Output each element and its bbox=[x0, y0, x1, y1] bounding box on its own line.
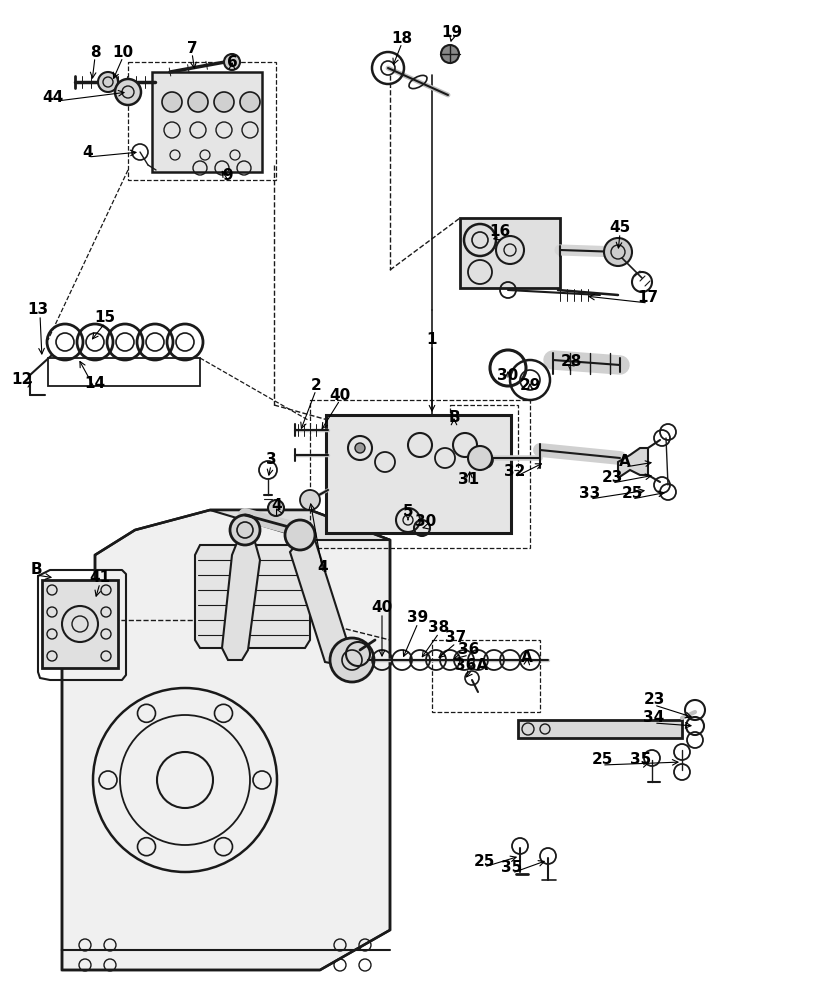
Text: 3: 3 bbox=[265, 452, 276, 468]
Polygon shape bbox=[222, 535, 260, 660]
Text: 8: 8 bbox=[89, 45, 100, 60]
Polygon shape bbox=[42, 580, 118, 668]
Circle shape bbox=[300, 490, 319, 510]
Text: 32: 32 bbox=[504, 464, 525, 480]
Text: 40: 40 bbox=[329, 387, 351, 402]
Text: 23: 23 bbox=[643, 692, 664, 708]
Polygon shape bbox=[290, 540, 350, 665]
Text: 25: 25 bbox=[590, 752, 612, 768]
Text: 30: 30 bbox=[497, 367, 518, 382]
Text: 35: 35 bbox=[500, 860, 522, 876]
Text: 38: 38 bbox=[428, 620, 449, 636]
Text: 18: 18 bbox=[391, 31, 412, 46]
Text: 6: 6 bbox=[226, 55, 237, 70]
Circle shape bbox=[115, 79, 141, 105]
Polygon shape bbox=[518, 720, 681, 738]
Text: 12: 12 bbox=[11, 372, 33, 387]
Bar bbox=[326, 415, 510, 533]
Text: 25: 25 bbox=[473, 854, 494, 869]
Text: A: A bbox=[618, 454, 630, 470]
Circle shape bbox=[188, 92, 208, 112]
Bar bbox=[152, 72, 262, 172]
Polygon shape bbox=[618, 448, 647, 478]
Text: 37: 37 bbox=[445, 631, 466, 646]
Text: 19: 19 bbox=[441, 25, 462, 40]
Circle shape bbox=[355, 443, 364, 453]
Text: 4: 4 bbox=[317, 560, 328, 576]
Text: 36: 36 bbox=[458, 643, 479, 658]
Text: 34: 34 bbox=[643, 710, 664, 726]
Bar bbox=[459, 218, 559, 288]
Text: 25: 25 bbox=[621, 487, 642, 502]
Circle shape bbox=[98, 72, 118, 92]
Bar bbox=[48, 358, 200, 386]
Text: 45: 45 bbox=[609, 221, 630, 235]
Text: 5: 5 bbox=[402, 504, 413, 520]
Text: 2: 2 bbox=[310, 377, 321, 392]
Text: 30: 30 bbox=[415, 514, 436, 530]
Text: 23: 23 bbox=[600, 471, 622, 486]
Circle shape bbox=[240, 92, 260, 112]
Text: 36A: 36A bbox=[455, 658, 488, 672]
Text: 15: 15 bbox=[94, 310, 115, 326]
Text: B: B bbox=[448, 410, 459, 426]
Text: 17: 17 bbox=[636, 290, 658, 306]
Circle shape bbox=[329, 638, 373, 682]
Polygon shape bbox=[195, 545, 310, 648]
Polygon shape bbox=[210, 510, 390, 540]
Bar bbox=[128, 62, 276, 180]
Circle shape bbox=[468, 446, 491, 470]
Polygon shape bbox=[62, 510, 390, 970]
Text: 9: 9 bbox=[223, 168, 233, 183]
Text: 4: 4 bbox=[271, 497, 282, 512]
Text: A: A bbox=[521, 650, 532, 666]
Text: 13: 13 bbox=[27, 302, 48, 318]
Text: 1: 1 bbox=[426, 332, 437, 348]
Bar bbox=[310, 400, 529, 548]
Text: 28: 28 bbox=[559, 355, 581, 369]
Text: 31: 31 bbox=[458, 473, 479, 488]
Circle shape bbox=[268, 500, 283, 516]
Bar bbox=[432, 640, 540, 712]
Circle shape bbox=[285, 520, 314, 550]
Text: 35: 35 bbox=[630, 752, 651, 768]
Text: 10: 10 bbox=[112, 45, 133, 60]
Text: 7: 7 bbox=[187, 41, 197, 56]
Circle shape bbox=[162, 92, 182, 112]
Text: 29: 29 bbox=[518, 377, 540, 392]
Circle shape bbox=[441, 45, 459, 63]
Text: 4: 4 bbox=[83, 145, 93, 160]
Circle shape bbox=[214, 92, 233, 112]
Text: 41: 41 bbox=[89, 570, 111, 585]
Circle shape bbox=[229, 515, 260, 545]
Text: 44: 44 bbox=[43, 90, 64, 105]
Text: B: B bbox=[30, 562, 42, 578]
Circle shape bbox=[224, 54, 240, 70]
Text: 16: 16 bbox=[489, 225, 510, 239]
Circle shape bbox=[604, 238, 631, 266]
Text: 14: 14 bbox=[84, 376, 106, 391]
Bar bbox=[450, 405, 518, 470]
Text: 40: 40 bbox=[371, 600, 392, 615]
Text: 33: 33 bbox=[579, 487, 600, 502]
Text: 39: 39 bbox=[407, 610, 428, 626]
